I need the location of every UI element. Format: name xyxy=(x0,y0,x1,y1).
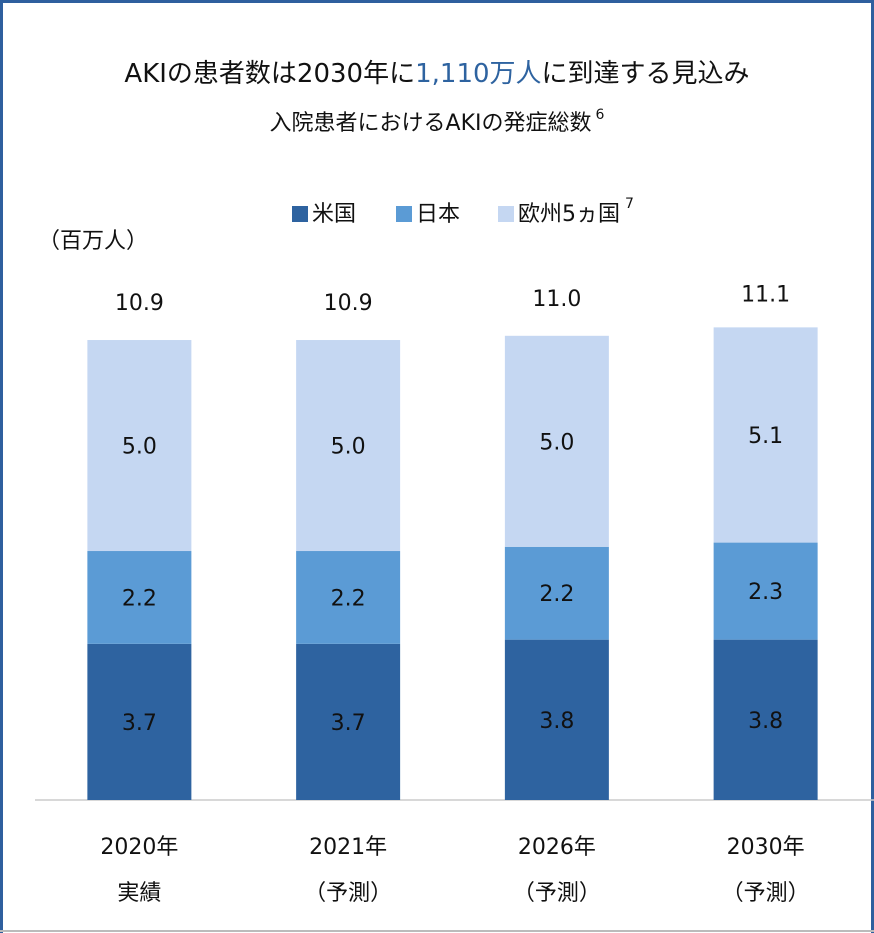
bar-segment xyxy=(87,551,192,644)
x-tick-label: 2030年 xyxy=(727,835,805,860)
x-tick-label: （予測） xyxy=(304,881,392,906)
bar-segment xyxy=(504,335,609,547)
bar-segment xyxy=(296,551,401,644)
x-tick-label: （予測） xyxy=(513,881,601,906)
subtitle-text: 入院患者におけるAKIの発症総数 xyxy=(270,111,592,136)
value-label: 2.2 xyxy=(539,582,574,607)
value-label: 2.2 xyxy=(331,586,366,611)
total-label: 11.1 xyxy=(741,283,790,308)
bar-segment xyxy=(87,340,192,552)
title-highlight: 1,110万人 xyxy=(415,59,541,89)
bar-segment xyxy=(713,639,818,800)
value-label: 5.1 xyxy=(748,424,783,449)
x-tick-label: 2026年 xyxy=(518,835,596,860)
legend-swatch xyxy=(396,206,412,222)
value-label: 5.0 xyxy=(122,435,157,460)
value-label: 3.8 xyxy=(748,709,783,734)
subtitle: 入院患者におけるAKIの発症総数 6 xyxy=(270,107,605,136)
value-label: 2.3 xyxy=(748,580,783,605)
bar-segment xyxy=(713,542,818,640)
value-label: 5.0 xyxy=(331,435,366,460)
total-label: 11.0 xyxy=(532,287,581,312)
chart-title: AKIの患者数は2030年に1,110万人に到達する見込み xyxy=(124,59,749,89)
bar-segment xyxy=(296,340,401,552)
value-label: 3.7 xyxy=(331,711,366,736)
value-label: 3.7 xyxy=(122,711,157,736)
legend-label: 日本 xyxy=(416,202,460,227)
bar-segment xyxy=(504,546,609,640)
bar-segment xyxy=(296,643,401,800)
bar-segment xyxy=(87,643,192,800)
title-part: に到達する見込み xyxy=(542,59,750,89)
legend-swatch xyxy=(498,206,514,222)
value-label: 5.0 xyxy=(539,430,574,455)
y-unit: （百万人） xyxy=(38,229,148,254)
legend-label: 米国 xyxy=(312,202,356,227)
title-part: AKIの患者数は2030年に xyxy=(124,59,415,89)
bar-segment xyxy=(713,327,818,543)
x-tick-label: （予測） xyxy=(722,881,810,906)
x-tick-label: 2021年 xyxy=(309,835,387,860)
value-label: 3.8 xyxy=(539,709,574,734)
subtitle-note: 6 xyxy=(596,107,605,123)
legend-swatch xyxy=(292,206,308,222)
x-tick-label: 実績 xyxy=(117,881,161,906)
legend-note: 7 xyxy=(625,196,634,212)
total-label: 10.9 xyxy=(115,291,164,316)
legend-label: 欧州5ヵ国 xyxy=(518,202,620,227)
total-label: 10.9 xyxy=(324,291,373,316)
x-tick-label: 2020年 xyxy=(100,835,178,860)
value-label: 2.2 xyxy=(122,586,157,611)
bar-segment xyxy=(504,639,609,800)
